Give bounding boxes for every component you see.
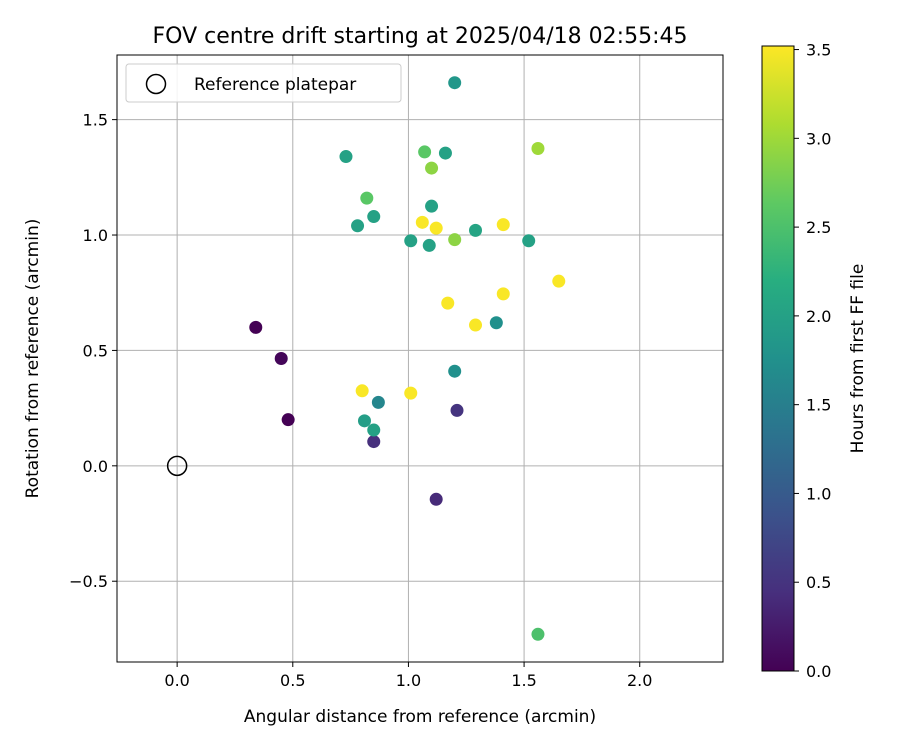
scatter-point [496, 218, 510, 232]
reference-platepar-point [166, 455, 188, 477]
colorbar-tick-label: 1.5 [806, 396, 831, 415]
scatter-point [489, 316, 503, 330]
colorbar-tick-label: 0.5 [806, 573, 831, 592]
colorbar-ticks: 0.0 0.5 1.0 1.5 2.0 2.5 3.0 3.5 [794, 41, 831, 681]
colorbar-tick-label: 0.0 [806, 662, 831, 681]
scatter-point [448, 233, 462, 247]
scatter-point [367, 210, 381, 224]
scatter-point [360, 191, 374, 205]
colorbar-tick-label: 2.0 [806, 307, 831, 326]
scatter-point [496, 287, 510, 301]
scatter-point [355, 384, 369, 398]
scatter-point [469, 318, 483, 332]
data-points [249, 76, 566, 641]
legend-box [125, 63, 402, 103]
scatter-point [339, 150, 353, 164]
scatter-point [418, 145, 432, 159]
scatter-point [448, 364, 462, 378]
x-axis-label: Angular distance from reference (arcmin) [244, 707, 596, 727]
scatter-point [371, 395, 385, 409]
scatter-point [351, 219, 365, 233]
colorbar-label: Hours from first FF file [848, 264, 868, 454]
x-tick-label: 1.0 [396, 671, 421, 690]
scatter-point [438, 146, 452, 160]
scatter-point [404, 234, 418, 248]
y-axis-label: Rotation from reference (arcmin) [23, 219, 43, 499]
colorbar-tick-label: 3.5 [806, 41, 831, 60]
scatter-point [274, 352, 288, 365]
y-tick-label: 1.0 [83, 226, 108, 245]
y-tick-label: 0.5 [83, 341, 108, 360]
scatter-point [441, 296, 455, 310]
scatter-point [425, 161, 439, 175]
scatter-point [469, 223, 483, 237]
y-tick-label: 0.0 [83, 457, 108, 476]
x-tick-label: 1.5 [511, 671, 536, 690]
colorbar-tick-label: 2.5 [806, 218, 831, 237]
scatter-point [552, 274, 566, 288]
y-tick-label: −0.5 [69, 572, 108, 591]
x-tick-label: 0.0 [164, 671, 189, 690]
x-tick-label: 0.5 [280, 671, 305, 690]
chart-title: FOV centre drift starting at 2025/04/18 … [153, 24, 688, 49]
scatter-point [281, 413, 295, 427]
y-tick-label: 1.5 [83, 111, 108, 130]
scatter-point [422, 238, 436, 252]
grid-lines [117, 55, 723, 662]
scatter-point [357, 414, 371, 428]
scatter-point [531, 141, 545, 155]
legend-marker-icon [145, 73, 167, 95]
scatter-point [429, 221, 443, 235]
scatter-point [429, 492, 443, 506]
scatter-point [249, 320, 263, 334]
y-axis-ticks: −0.5 0.0 0.5 1.0 1.5 [69, 111, 117, 591]
x-tick-label: 2.0 [627, 671, 652, 690]
scatter-point [448, 76, 462, 90]
legend-label: Reference platepar [194, 75, 356, 95]
scatter-point [450, 403, 464, 417]
plot-frame [116, 54, 724, 663]
scatter-point [367, 435, 381, 449]
scatter-point [425, 199, 439, 213]
scatter-point [367, 423, 381, 437]
colorbar-tick-label: 3.0 [806, 129, 831, 148]
x-axis-ticks: 0.0 0.5 1.0 1.5 2.0 [164, 662, 652, 690]
reference-marker [166, 455, 188, 477]
scatter-point [415, 215, 429, 229]
colorbar-frame [761, 45, 795, 672]
colorbar-tick-label: 1.0 [806, 484, 831, 503]
scatter-point [404, 386, 418, 400]
scatter-point [531, 627, 545, 641]
legend: Reference platepar [125, 63, 402, 103]
colorbar [762, 46, 794, 671]
scatter-point [522, 234, 536, 248]
